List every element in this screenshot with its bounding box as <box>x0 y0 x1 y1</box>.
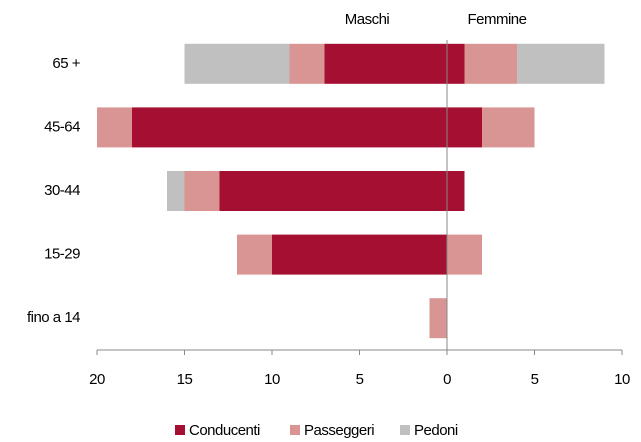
legend-swatch <box>290 425 300 435</box>
bar-segment <box>517 43 605 84</box>
x-tick-label: 20 <box>89 371 105 388</box>
bar-segment <box>464 43 517 84</box>
y-tick-label: 45-64 <box>44 118 80 135</box>
y-tick-label: fino a 14 <box>27 309 80 326</box>
bar-segment <box>184 171 220 211</box>
bar-segment <box>447 171 465 211</box>
bar-segment <box>272 234 447 275</box>
bar-segment <box>237 234 272 275</box>
y-tick-label: 65 + <box>52 55 80 72</box>
x-tick-label: 10 <box>614 371 630 388</box>
bar-segment <box>447 43 465 84</box>
bar-segment <box>289 43 325 84</box>
bar-segment <box>447 107 482 148</box>
bar-segment <box>219 171 447 211</box>
x-tick-label: 15 <box>177 371 193 388</box>
group-label: Maschi <box>345 11 390 28</box>
bar-segment <box>324 43 447 84</box>
legend-label: Pedoni <box>414 422 458 439</box>
x-tick-label: 0 <box>443 371 451 388</box>
legend-swatch <box>175 425 185 435</box>
legend-label: Passeggeri <box>304 422 374 439</box>
bar-segment <box>167 171 185 211</box>
group-label: Femmine <box>467 11 526 28</box>
y-tick-label: 30-44 <box>44 182 80 199</box>
y-tick-label: 15-29 <box>44 246 80 263</box>
bar-segment <box>132 107 447 148</box>
x-tick-label: 5 <box>356 371 364 388</box>
legend-label: Conducenti <box>189 422 260 439</box>
legend-swatch <box>400 425 410 435</box>
x-tick-label: 10 <box>264 371 280 388</box>
x-tick-label: 5 <box>531 371 539 388</box>
bar-segment <box>447 234 482 275</box>
bar-segment <box>429 298 447 339</box>
bar-segment <box>97 107 132 148</box>
bar-segment <box>184 43 290 84</box>
bar-segment <box>482 107 535 148</box>
